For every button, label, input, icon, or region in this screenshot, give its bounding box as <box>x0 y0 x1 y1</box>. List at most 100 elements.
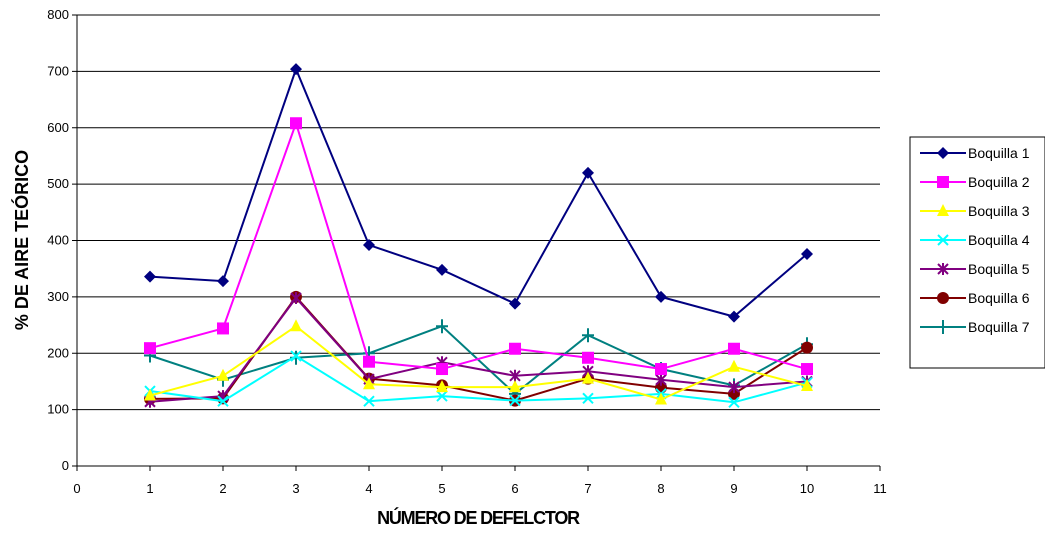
data-point <box>801 363 813 376</box>
data-point <box>363 355 375 368</box>
data-point <box>363 239 375 252</box>
data-point <box>509 297 521 310</box>
data-point <box>290 350 302 362</box>
y-tick-label: 800 <box>47 7 69 22</box>
gridlines <box>77 14 880 411</box>
data-point <box>801 248 813 261</box>
x-tick-label: 6 <box>511 481 518 496</box>
data-point <box>582 371 594 384</box>
data-point <box>801 378 813 391</box>
legend-item: Boquilla 1 <box>920 145 1030 161</box>
legend-item: Boquilla 7 <box>920 319 1030 335</box>
x-tick-label: 0 <box>73 481 80 496</box>
legend-label: Boquilla 5 <box>968 261 1030 277</box>
data-point <box>728 396 740 409</box>
x-tick-label: 5 <box>438 481 445 496</box>
legend-label: Boquilla 2 <box>968 174 1030 190</box>
data-point <box>436 380 448 393</box>
x-axis-label: NÚMERO DE DEFELCTOR <box>377 507 580 528</box>
legend-box <box>909 136 1045 369</box>
data-point <box>436 363 448 376</box>
legend-marker <box>937 263 949 275</box>
data-point <box>655 373 667 386</box>
data-point <box>217 395 229 407</box>
data-point <box>144 388 156 401</box>
series-line <box>149 324 808 401</box>
data-point <box>801 341 813 354</box>
data-point <box>509 342 521 355</box>
legend-item: Boquilla 4 <box>920 232 1030 248</box>
y-tick-label: 300 <box>47 289 69 304</box>
data-point <box>436 319 448 334</box>
y-tick-label: 400 <box>47 233 69 248</box>
legend-marker <box>937 147 949 159</box>
y-tick-label: 500 <box>47 176 69 191</box>
data-point <box>436 390 448 402</box>
data-point <box>363 395 375 407</box>
series-2 <box>144 117 813 376</box>
data-point <box>582 166 594 179</box>
data-point <box>436 263 448 276</box>
series-line <box>149 120 808 371</box>
legend-label: Boquilla 4 <box>968 232 1030 248</box>
data-point <box>290 63 302 76</box>
data-point <box>728 342 740 355</box>
data-point <box>582 328 594 343</box>
x-tick-label: 2 <box>219 481 226 496</box>
x-tick-labels: 0 1 2 3 4 5 6 7 8 9 10 11 <box>73 466 887 496</box>
series-line <box>149 66 808 318</box>
data-point <box>290 292 302 305</box>
y-axis-label: % DE AIRE TEÓRICO <box>11 150 32 330</box>
legend-item: Boquilla 3 <box>920 203 1030 219</box>
legend-item: Boquilla 5 <box>920 261 1030 277</box>
data-point <box>217 368 229 381</box>
series-5 <box>144 292 813 408</box>
data-point <box>217 275 229 288</box>
series-6 <box>144 290 813 407</box>
x-tick-label: 11 <box>873 481 887 496</box>
x-tick-label: 7 <box>584 481 591 496</box>
series-line <box>149 354 808 404</box>
y-tick-label: 100 <box>47 402 69 417</box>
data-point <box>290 319 302 332</box>
legend-label: Boquilla 1 <box>968 145 1030 161</box>
legend-item: Boquilla 6 <box>920 290 1030 306</box>
legend-marker <box>937 320 949 334</box>
x-tick-label: 8 <box>657 481 664 496</box>
x-tick-label: 3 <box>292 481 299 496</box>
data-point <box>728 381 740 394</box>
legend-marker <box>937 234 949 246</box>
y-tick-labels: 0 100 200 300 400 500 600 700 800 <box>47 7 77 473</box>
data-point <box>144 270 156 283</box>
data-point <box>655 290 667 303</box>
series-3 <box>144 319 813 405</box>
y-tick-label: 700 <box>47 63 69 78</box>
legend-marker <box>937 176 949 188</box>
legend-label: Boquilla 3 <box>968 203 1030 219</box>
x-tick-label: 10 <box>800 481 814 496</box>
legend-item: Boquilla 2 <box>920 174 1030 190</box>
data-point <box>655 392 667 405</box>
data-point <box>509 369 521 382</box>
data-point <box>509 380 521 393</box>
y-tick-label: 600 <box>47 120 69 135</box>
y-tick-label: 0 <box>62 458 69 473</box>
data-point <box>363 377 375 390</box>
data-point <box>582 392 594 405</box>
data-point <box>144 342 156 355</box>
legend-marker <box>937 292 949 304</box>
legend: Boquilla 1 Boquilla 2 Boquilla 3 Boquilla 4… <box>909 136 1045 369</box>
legend-label: Boquilla 6 <box>968 290 1030 306</box>
x-tick-label: 1 <box>146 481 153 496</box>
series-layer <box>144 63 813 409</box>
data-point <box>217 322 229 335</box>
legend-marker <box>937 204 949 216</box>
series-line <box>149 325 808 396</box>
data-point <box>728 359 740 372</box>
y-tick-label: 200 <box>47 345 69 360</box>
series-1 <box>144 63 813 323</box>
data-point <box>728 310 740 323</box>
data-point <box>582 351 594 364</box>
x-tick-label: 9 <box>730 481 737 496</box>
